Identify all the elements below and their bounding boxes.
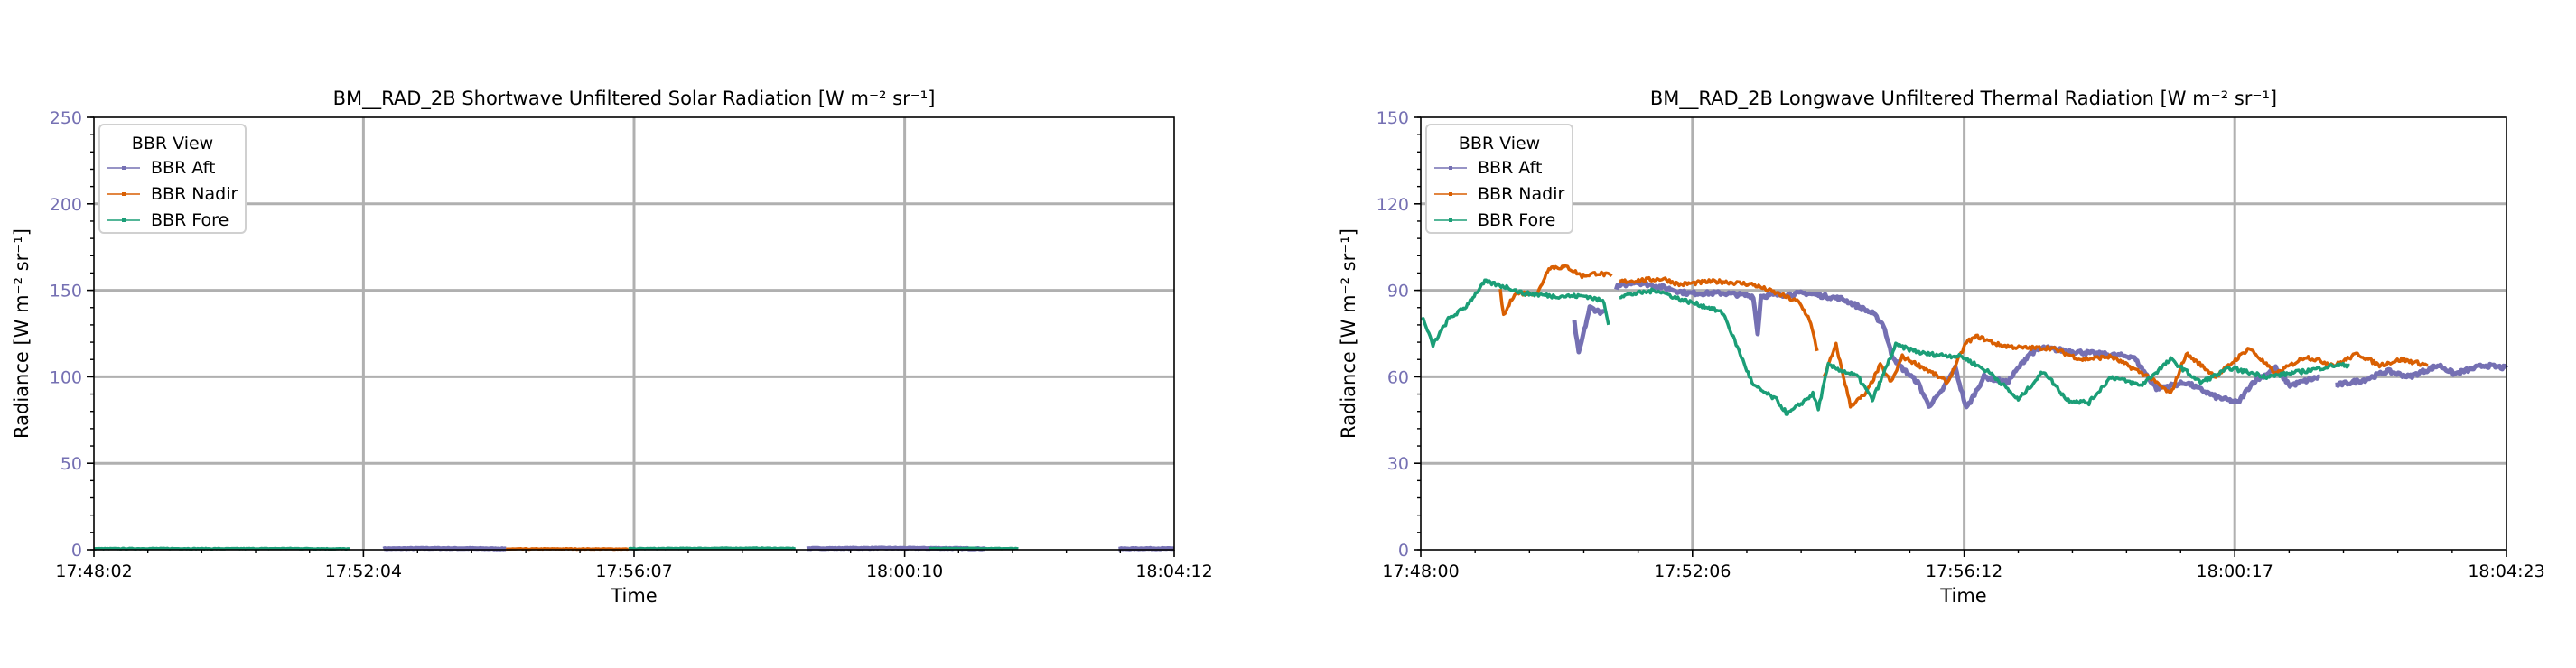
legend-marker-fore	[122, 218, 126, 222]
legend: BBR View BBR Aft BBR Nadir BBR Fore	[1425, 124, 1573, 234]
series-line-nadir	[1619, 275, 1819, 352]
series-line-fore	[1421, 278, 1610, 348]
y-axis-label: Radiance [W m⁻² sr⁻¹]	[11, 228, 33, 439]
legend-marker-aft	[1449, 166, 1452, 170]
series-line-fore	[1619, 287, 2350, 416]
x-axis-label: Time	[1939, 585, 1986, 607]
legend-marker-fore	[1449, 218, 1452, 222]
legend-label-aft: BBR Aft	[1478, 158, 1542, 178]
legend-title: BBR View	[1459, 134, 1540, 153]
series-line-nadir	[1822, 333, 2429, 409]
y-axis-label: Radiance [W m⁻² sr⁻¹]	[1338, 228, 1359, 439]
x-tick-label: 18:00:17	[2197, 561, 2273, 581]
series-line-aft	[1614, 280, 2321, 410]
chart-title: BM__RAD_2B Shortwave Unfiltered Solar Ra…	[333, 88, 936, 110]
y-tick-label: 90	[1387, 282, 1409, 302]
legend-marker-nadir	[1449, 192, 1452, 196]
y-tick-label: 200	[50, 195, 82, 215]
series-line-nadir	[505, 546, 630, 552]
legend-marker-aft	[122, 166, 126, 170]
y-tick-label: 100	[50, 367, 82, 387]
longwave-chart: 0 30 60 90 120 150 17:48:00 17:52:06 17:56:12 18:…	[1338, 88, 2545, 607]
series-line-aft	[1572, 304, 1607, 355]
shortwave-chart: 0 50 100 150 200 250 17:48:02 17:52:04 17:56:07 1…	[11, 88, 1213, 607]
x-tick-label: 18:04:12	[1135, 561, 1212, 581]
y-tick-label: 150	[50, 282, 82, 302]
chart-title: BM__RAD_2B Longwave Unfiltered Thermal R…	[1650, 88, 2277, 110]
x-axis-label: Time	[610, 585, 657, 607]
y-tick-label: 30	[1387, 454, 1409, 474]
legend: BBR View BBR Aft BBR Nadir BBR Fore	[98, 124, 247, 234]
legend-box	[98, 124, 247, 234]
y-tick-label: 150	[1377, 108, 1409, 128]
series-line-fore	[929, 546, 1019, 551]
x-tick-label: 17:52:06	[1654, 561, 1731, 581]
x-tick-label: 17:56:07	[595, 561, 672, 581]
y-tick-label: 0	[1398, 541, 1409, 561]
y-tick-label: 120	[1377, 195, 1409, 215]
legend-marker-nadir	[122, 192, 126, 196]
y-tick-label: 250	[50, 108, 82, 128]
x-tick-label: 18:04:23	[2468, 561, 2544, 581]
x-tick-label: 17:48:00	[1382, 561, 1459, 581]
series-line-fore	[628, 546, 797, 551]
series-line-aft	[382, 545, 508, 552]
legend-label-nadir: BBR Nadir	[151, 184, 238, 204]
y-tick-label: 50	[61, 454, 82, 474]
series-line-aft	[2334, 361, 2509, 388]
legend-label-nadir: BBR Nadir	[1478, 184, 1565, 204]
y-tick-label: 60	[1387, 367, 1409, 387]
series-line-aft	[1117, 545, 1175, 552]
y-tick-label: 0	[71, 541, 82, 561]
x-tick-label: 17:52:04	[325, 561, 402, 581]
legend-box	[1425, 124, 1573, 234]
legend-label-fore: BBR Fore	[1478, 210, 1555, 230]
legend-title: BBR View	[132, 134, 213, 153]
x-tick-label: 17:56:12	[1926, 561, 2002, 581]
legend-label-fore: BBR Fore	[151, 210, 229, 230]
series-line-fore	[93, 546, 350, 552]
legend-label-aft: BBR Aft	[151, 158, 215, 178]
x-tick-label: 18:00:10	[866, 561, 943, 581]
x-tick-label: 17:48:02	[55, 561, 132, 581]
